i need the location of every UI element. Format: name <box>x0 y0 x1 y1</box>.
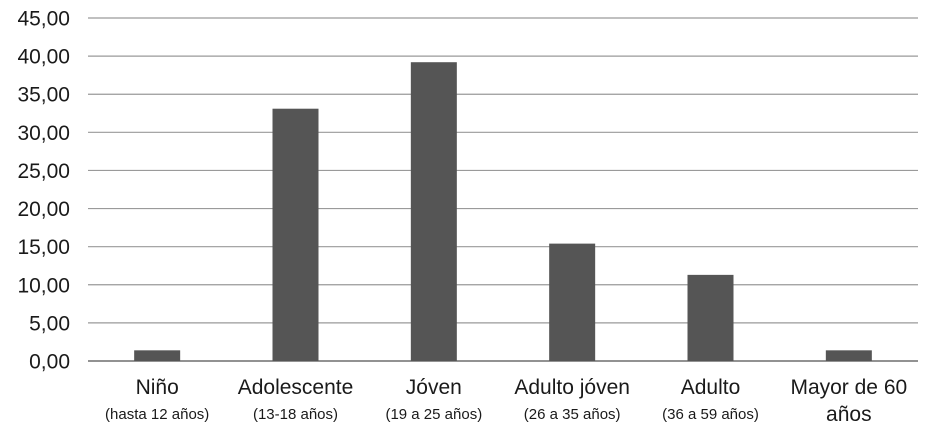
category-sublabel: años <box>826 403 872 426</box>
category-label: Adulto jóven <box>514 376 630 399</box>
bar <box>687 274 734 361</box>
category-label: Jóven <box>406 376 462 399</box>
y-tick-label: 45,00 <box>17 8 70 31</box>
y-tick-label: 5,00 <box>29 312 70 335</box>
gridlines <box>88 17 918 362</box>
category-sublabel: (hasta 12 años) <box>105 406 209 423</box>
bar <box>410 62 457 361</box>
y-tick-label: 15,00 <box>17 236 70 259</box>
y-tick-label: 10,00 <box>17 274 70 297</box>
y-tick-label: 25,00 <box>17 160 70 183</box>
category-label: Adulto <box>681 376 741 399</box>
y-tick-label: 0,00 <box>29 351 70 374</box>
category-sublabel: (26 a 35 años) <box>524 406 621 423</box>
x-axis-category-labels: Niño (hasta 12 años) Adolescente (13-18 año… <box>105 376 907 426</box>
bar <box>272 108 319 362</box>
y-tick-label: 40,00 <box>17 46 70 69</box>
category-label: Mayor de 60 <box>790 376 907 399</box>
bar <box>549 243 596 361</box>
y-axis-tick-labels: 0,00 5,00 10,00 15,00 20,00 25,00 30,00 35,00 40… <box>17 8 70 374</box>
category-sublabel: (13-18 años) <box>253 406 338 423</box>
y-tick-label: 20,00 <box>17 198 70 221</box>
bars <box>134 62 872 362</box>
category-sublabel: (36 a 59 años) <box>662 406 759 423</box>
y-tick-label: 35,00 <box>17 84 70 107</box>
category-label: Niño <box>136 376 179 399</box>
category-sublabel: (19 a 25 años) <box>385 406 482 423</box>
y-tick-label: 30,00 <box>17 122 70 145</box>
bar <box>134 350 181 361</box>
bar <box>825 350 872 361</box>
category-label: Adolescente <box>238 376 354 399</box>
